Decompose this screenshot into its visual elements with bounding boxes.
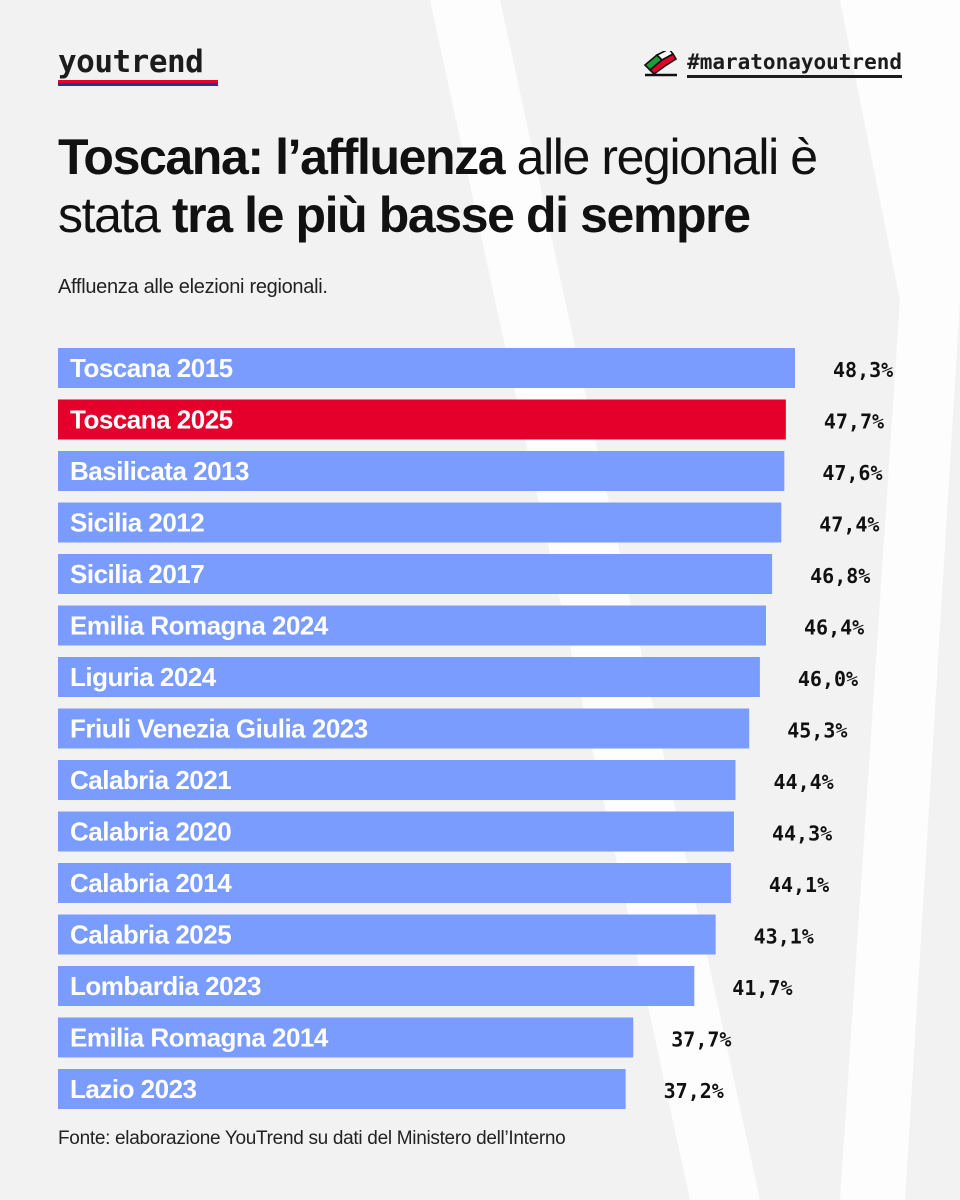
bar-13 — [58, 966, 695, 1006]
bar-5 — [58, 554, 773, 594]
bar-category-label: Liguria 2024 — [70, 662, 217, 692]
bar-3 — [58, 451, 785, 491]
bar-category-label: Sicilia 2012 — [70, 508, 204, 538]
bar-category-label: Emilia Romagna 2014 — [70, 1023, 329, 1053]
title-bold-part-2: tra le più basse di sempre — [171, 187, 751, 243]
hashtag-badge: #maratonayoutrend — [643, 50, 902, 78]
page-title: Toscana: l’affluenza alle regionali è st… — [58, 128, 918, 244]
chart-subtitle: Affluenza alle elezioni regionali. — [58, 276, 328, 298]
bar-6 — [58, 605, 767, 646]
bar-4 — [58, 502, 782, 543]
bar-category-label: Basilicata 2013 — [70, 456, 249, 486]
bar-category-label: Friuli Venezia Giulia 2023 — [70, 714, 368, 744]
bar-category-label: Emilia Romagna 2024 — [70, 611, 329, 641]
bar-category-label: Toscana 2025 — [70, 405, 233, 435]
bar-category-label: Lombardia 2023 — [70, 971, 261, 1001]
bar-1 — [58, 348, 795, 388]
bar-value-label: 46,0% — [798, 667, 858, 691]
bar-category-label: Lazio 2023 — [70, 1074, 197, 1104]
bar-12 — [58, 914, 716, 955]
logo-underline — [58, 80, 218, 86]
bar-value-label: 44,4% — [773, 770, 833, 794]
bar-value-label: 46,4% — [804, 616, 864, 640]
bar-value-label: 47,6% — [822, 461, 882, 485]
bar-category-label: Calabria 2020 — [70, 817, 231, 847]
source-note: Fonte: elaborazione YouTrend su dati del… — [58, 1128, 566, 1149]
bar-7 — [58, 657, 760, 697]
bar-category-label: Calabria 2014 — [70, 868, 232, 898]
bar-value-label: 37,2% — [664, 1079, 724, 1103]
bar-value-label: 48,3% — [833, 358, 893, 382]
bar-value-label: 45,3% — [787, 719, 847, 743]
title-regular-part: alle regionali è stata — [58, 129, 818, 243]
bar-value-label: 41,7% — [732, 976, 792, 1000]
bar-9 — [58, 760, 736, 800]
bar-value-label: 47,4% — [819, 513, 879, 537]
title-bold-part-1: Toscana: l’affluenza — [58, 129, 506, 185]
hashtag-text: #maratonayoutrend — [687, 50, 902, 78]
bar-10 — [58, 811, 734, 852]
bar-category-label: Sicilia 2017 — [70, 559, 204, 589]
bar-value-label: 47,7% — [824, 410, 884, 434]
bar-category-label: Toscana 2015 — [70, 353, 233, 383]
youtrend-logo: youtrend — [58, 44, 204, 80]
bar-15 — [58, 1069, 626, 1109]
bar-value-label: 37,7% — [671, 1028, 731, 1052]
bar-11 — [58, 863, 731, 903]
bar-2 — [58, 399, 786, 440]
bar-14 — [58, 1017, 634, 1058]
bar-category-label: Calabria 2021 — [70, 765, 231, 795]
bar-category-label: Calabria 2025 — [70, 920, 231, 950]
bar-8 — [58, 708, 750, 749]
italian-flag-icon — [643, 51, 678, 77]
bar-value-label: 46,8% — [810, 564, 870, 588]
bar-value-label: 44,1% — [769, 873, 829, 897]
bar-value-label: 44,3% — [772, 822, 832, 846]
bar-value-label: 43,1% — [754, 925, 814, 949]
